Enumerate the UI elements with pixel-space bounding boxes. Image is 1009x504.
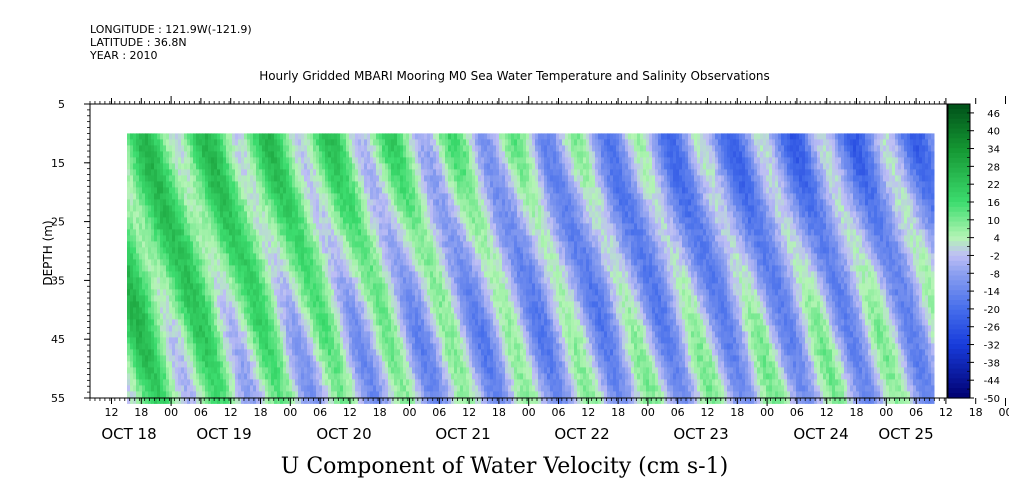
colorbar-tick-label: -8: [990, 269, 1000, 280]
x-tick-label: 00: [760, 406, 774, 419]
x-day-label: OCT 18: [101, 425, 156, 443]
x-tick-label: 00: [522, 406, 536, 419]
colorbar-tick-label: -2: [990, 251, 1000, 262]
colorbar-tick-label: -20: [984, 305, 1000, 316]
x-tick-label: 12: [820, 406, 834, 419]
x-day-label: OCT 24: [793, 425, 848, 443]
colorbar-tick-label: -32: [984, 341, 1000, 352]
colorbar-tick-label: 16: [987, 198, 1000, 209]
x-tick-label: 12: [581, 406, 595, 419]
x-axis-label: U Component of Water Velocity (cm s-1): [280, 454, 729, 479]
x-axis-ticks: 12 18 00 06 12 18 00 06 12 18 00 06 12 18 00 06 12 18 00 06…: [89, 96, 1009, 443]
y-tick-label: 15: [51, 157, 65, 170]
x-tick-label: 18: [492, 406, 506, 419]
colorbar-tick-label: -26: [984, 323, 1000, 334]
y-axis-label: DEPTH (m): [41, 220, 55, 285]
x-tick-label: 00: [283, 406, 297, 419]
x-tick-label: 06: [909, 406, 923, 419]
x-tick-label: 12: [462, 406, 476, 419]
x-tick-label: 12: [939, 406, 953, 419]
x-tick-label: 12: [105, 406, 119, 419]
longitude-label: LONGITUDE : 121.9W(-121.9): [90, 23, 252, 36]
year-label: YEAR : 2010: [90, 49, 158, 62]
x-tick-label: 06: [313, 406, 327, 419]
x-tick-label: 18: [730, 406, 744, 419]
colorbar-tick-label: -38: [984, 358, 1000, 369]
colorbar-tick-label: 34: [987, 145, 1000, 156]
x-tick-label: 12: [701, 406, 715, 419]
x-tick-label: 12: [224, 406, 238, 419]
x-tick-label: 06: [790, 406, 804, 419]
y-tick-label: 5: [58, 98, 65, 111]
colorbar-tick-label: -44: [984, 376, 1000, 387]
chart-title: Hourly Gridded MBARI Mooring M0 Sea Wate…: [259, 69, 770, 83]
colorbar-tick-label: -14: [984, 287, 1000, 298]
x-day-label: OCT 19: [196, 425, 251, 443]
x-tick-label: 18: [611, 406, 625, 419]
x-tick-label: 18: [254, 406, 268, 419]
colorbar-tick-label: 10: [987, 216, 1000, 227]
x-tick-label: 06: [552, 406, 566, 419]
heatmap-cells: [127, 133, 935, 404]
y-tick-label: 35: [51, 274, 65, 287]
x-tick-label: 00: [164, 406, 178, 419]
colorbar-tick-label: -50: [984, 394, 1000, 405]
colorbar: 46 40 34 28 22 16 10 4 -2 -8 -14 -20 -26 -32 -38 -44 -50: [947, 103, 1000, 405]
x-tick-label: 18: [850, 406, 864, 419]
x-tick-label: 06: [432, 406, 446, 419]
colorbar-tick-label: 22: [987, 180, 1000, 191]
colorbar-tick-label: 46: [987, 109, 1000, 120]
x-tick-label: 06: [194, 406, 208, 419]
x-day-label: OCT 23: [673, 425, 728, 443]
x-tick-label: 00: [999, 406, 1009, 419]
x-day-label: OCT 21: [435, 425, 490, 443]
colorbar-tick-label: 4: [994, 234, 1000, 245]
y-tick-label: 45: [51, 333, 65, 346]
colorbar-tick-label: 28: [987, 162, 1000, 173]
x-tick-label: 18: [134, 406, 148, 419]
colorbar-frame: [947, 103, 971, 399]
latitude-label: LATITUDE : 36.8N: [90, 36, 187, 49]
x-day-label: OCT 22: [554, 425, 609, 443]
x-tick-label: 06: [671, 406, 685, 419]
x-tick-label: 00: [403, 406, 417, 419]
x-day-label: OCT 25: [878, 425, 933, 443]
x-tick-label: 18: [373, 406, 387, 419]
colorbar-tick-label: 40: [987, 127, 1000, 138]
x-tick-label: 00: [641, 406, 655, 419]
y-tick-label: 25: [51, 216, 65, 229]
x-day-label: OCT 20: [316, 425, 371, 443]
x-tick-label: 18: [969, 406, 983, 419]
x-tick-label: 00: [879, 406, 893, 419]
y-tick-label: 55: [51, 392, 65, 405]
x-tick-label: 12: [343, 406, 357, 419]
